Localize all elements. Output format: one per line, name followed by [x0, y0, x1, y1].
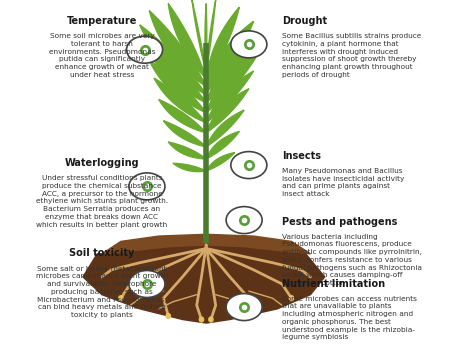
Circle shape	[226, 294, 262, 321]
Polygon shape	[154, 78, 206, 123]
Polygon shape	[168, 4, 206, 79]
Polygon shape	[102, 234, 310, 254]
Polygon shape	[206, 21, 254, 93]
Text: Some microbes can access nutrients
that are unavailable to plants
including atmo: Some microbes can access nutrients that …	[282, 296, 417, 340]
Polygon shape	[164, 121, 206, 147]
Text: Under stressful conditions plants
produce the chemical substance
ACC, a precurso: Under stressful conditions plants produc…	[36, 175, 168, 228]
Polygon shape	[206, 131, 239, 159]
Text: Soil toxicity: Soil toxicity	[69, 248, 135, 258]
Circle shape	[127, 36, 163, 63]
Polygon shape	[140, 25, 206, 95]
Polygon shape	[206, 7, 239, 83]
Text: Some salt or heavy metal resistant
microbes can enhance plant growth
and surviva: Some salt or heavy metal resistant micro…	[36, 266, 168, 318]
Polygon shape	[206, 71, 254, 123]
Polygon shape	[206, 89, 249, 133]
Circle shape	[129, 173, 165, 200]
Text: Pests and pathogens: Pests and pathogens	[282, 217, 397, 226]
Polygon shape	[168, 142, 206, 159]
Text: Various bacteria including
Pseudomonas fluorescens, produce
antibiotic compounds: Various bacteria including Pseudomonas f…	[282, 234, 422, 286]
Polygon shape	[83, 243, 325, 323]
Ellipse shape	[165, 313, 171, 319]
Polygon shape	[206, 36, 263, 103]
Text: Some Bacillus subtilis strains produce
cytokinin, a plant hormone that
interfere: Some Bacillus subtilis strains produce c…	[282, 33, 421, 78]
Ellipse shape	[199, 316, 204, 323]
Circle shape	[231, 31, 267, 58]
Ellipse shape	[289, 295, 294, 301]
Polygon shape	[149, 11, 206, 87]
Polygon shape	[192, 0, 206, 73]
Polygon shape	[159, 99, 206, 133]
Text: Drought: Drought	[282, 16, 327, 26]
Polygon shape	[145, 43, 206, 103]
Text: Some soil microbes are very
tolerant to harsh
environments. Pseudomonas
putida c: Some soil microbes are very tolerant to …	[49, 33, 155, 78]
Ellipse shape	[208, 316, 214, 323]
Polygon shape	[149, 60, 206, 113]
Polygon shape	[206, 110, 244, 147]
Polygon shape	[206, 53, 258, 113]
Polygon shape	[205, 4, 207, 73]
Circle shape	[226, 207, 262, 234]
Text: Nutrient limitation: Nutrient limitation	[282, 279, 385, 289]
Polygon shape	[173, 163, 206, 171]
Ellipse shape	[241, 313, 247, 319]
Polygon shape	[206, 153, 235, 171]
Ellipse shape	[118, 295, 124, 301]
Text: Waterlogging: Waterlogging	[64, 158, 139, 168]
Text: Insects: Insects	[282, 151, 321, 161]
Text: Many Pseudomonas and Bacillus
isolates have insecticidal activity
and can prime : Many Pseudomonas and Bacillus isolates h…	[282, 168, 404, 197]
Circle shape	[231, 152, 267, 179]
Polygon shape	[206, 0, 216, 73]
Circle shape	[129, 271, 165, 297]
Text: Temperature: Temperature	[67, 16, 137, 26]
